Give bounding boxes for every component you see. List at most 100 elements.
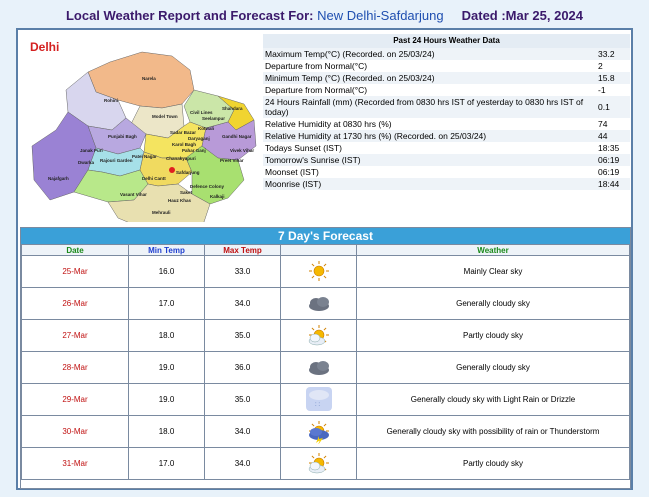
past-24h-row: Minimum Temp (°C) (Recorded. on 25/03/24… [263, 72, 630, 84]
past-24h-row: Moonrise (IST) 18:44 [263, 178, 630, 190]
past-24h-label: Moonset (IST) [265, 167, 319, 177]
forecast-min-temp: 17.0 [128, 287, 205, 320]
col-max-temp: Max Temp [204, 244, 281, 256]
forecast-max-temp: 34.0 [204, 415, 281, 448]
forecast-table: Date Min Temp Max Temp Weather 25-Mar 16.… [21, 244, 630, 480]
past-24h-label: Todays Sunset (IST) [265, 143, 343, 153]
map-label-karol-bagh: Karol Bagh [172, 142, 196, 147]
map-label-dwarka: Dwarka [78, 160, 95, 165]
forecast-min-temp: 16.0 [128, 255, 205, 288]
delhi-map-svg: Narela Rohini Punjabi Bagh Model Town Ci… [31, 51, 257, 231]
sun-clear-icon [305, 258, 333, 284]
past-24h-row: Relative Humidity at 0830 hrs (%) 74 [263, 118, 630, 130]
map-label-najafgarh: Najafgarh [48, 176, 69, 181]
past-24h-value: 33.2 [594, 48, 630, 60]
map-title: Delhi [30, 40, 60, 54]
thunderstorm-icon [305, 418, 333, 445]
forecast-icon-cell [280, 255, 357, 288]
col-icon [280, 244, 357, 256]
map-label-kotwali: Kotwali [198, 126, 214, 131]
map-label-hauz-khas: Hauz Khas [168, 198, 192, 203]
past-24h-row: Departure from Normal(°C) 2 [263, 60, 630, 72]
forecast-min-temp: 18.0 [128, 415, 205, 448]
past-24h-row: Tomorrow's Sunrise (IST) 06:19 [263, 154, 630, 166]
forecast-min-temp: 17.0 [128, 447, 205, 480]
forecast-max-temp: 35.0 [204, 383, 281, 416]
forecast-max-temp: 35.0 [204, 319, 281, 352]
forecast-date: 26-Mar [21, 287, 129, 320]
map-label-vivek-vihar: Vivek Vihar [230, 148, 254, 153]
map-label-kalkaji: Kalkaji [210, 194, 225, 199]
past-24h-table: Maximum Temp(°C) (Recorded. on 25/03/24)… [263, 48, 630, 190]
forecast-icon-cell [280, 319, 357, 352]
past-24h-label: Departure from Normal(°C) [265, 85, 368, 95]
past-24h-panel: Past 24 Hours Weather Data Maximum Temp(… [263, 34, 630, 224]
map-label-model-town: Model Town [152, 114, 178, 119]
col-date: Date [21, 244, 129, 256]
forecast-max-temp: 34.0 [204, 447, 281, 480]
map-label-rohini: Rohini [104, 98, 118, 103]
past-24h-value: 44 [594, 130, 630, 142]
map-label-safdarjung: Safdarjung [176, 170, 200, 175]
map-label-chanakyapuri: Chanakyapuri [166, 156, 196, 161]
past-24h-value: -1 [598, 85, 606, 95]
map-label-mehrauli: Mehrauli [152, 210, 171, 215]
map-label-pahar-ganj: Pahar Ganj [182, 148, 206, 153]
map-label-patel-nagar: Patel Nagar [132, 154, 157, 159]
delhi-map: Delhi [22, 34, 260, 231]
past-24h-label: Maximum Temp(°C) (Recorded. on 25/03/24) [263, 48, 594, 60]
map-label-gandhi-nagar: Gandhi Nagar [222, 134, 252, 139]
col-weather: Weather [356, 244, 630, 256]
past-24h-label: Moonrise (IST) [263, 178, 594, 190]
forecast-min-temp: 19.0 [128, 383, 205, 416]
map-label-saket: Saket [180, 190, 193, 195]
forecast-row: 28-Mar 19.0 36.0 Generally cloudy sky [21, 351, 630, 384]
map-label-narela: Narela [142, 76, 156, 81]
forecast-row: 30-Mar 18.0 34.0 Generally cloudy sky with … [21, 415, 630, 448]
forecast-row: 29-Mar 19.0 35.0: : Generally cloudy sky wi… [21, 383, 630, 416]
forecast-weather: Generally cloudy sky with Light Rain or … [356, 383, 630, 416]
past-24h-row: 24 Hours Rainfall (mm) (Recorded from 08… [263, 96, 630, 118]
map-label-punjabi-bagh: Punjabi Bagh [108, 134, 137, 139]
map-label-vasant-vihar: Vasant Vihar [120, 192, 147, 197]
col-min-temp: Min Temp [128, 244, 205, 256]
past-24h-label: Relative Humidity at 0830 hrs (%) [265, 119, 392, 129]
title-date: Dated :Mar 25, 2024 [461, 8, 584, 23]
map-label-civil-lines: Civil Lines [190, 110, 213, 115]
forecast-min-temp: 19.0 [128, 351, 205, 384]
past-24h-row: Maximum Temp(°C) (Recorded. on 25/03/24)… [263, 48, 630, 60]
page-title: Local Weather Report and Forecast For: N… [0, 8, 649, 28]
forecast-weather: Generally cloudy sky [356, 287, 630, 320]
forecast-max-temp: 36.0 [204, 351, 281, 384]
forecast-heading: 7 Day's Forecast [21, 228, 630, 244]
map-region-south-east [185, 145, 245, 205]
cloudy-icon [304, 353, 333, 380]
forecast-weather: Partly cloudy sky [356, 447, 630, 480]
forecast-icon-cell: : : [280, 383, 357, 416]
forecast-weather: Generally cloudy sky with possibility of… [356, 415, 630, 448]
map-label-daryaganj: Daryaganj [188, 136, 210, 141]
map-label-delhi-cantt: Delhi Cantt [142, 176, 166, 181]
forecast-date: 27-Mar [21, 319, 129, 352]
map-label-shahdara: Shahdara [222, 106, 243, 111]
past-24h-value: 06:19 [594, 154, 630, 166]
past-24h-label: Departure from Normal(°C) [265, 61, 368, 71]
map-label-janak-puri: Janak Puri [80, 148, 103, 153]
safdarjung-marker [169, 167, 175, 173]
forecast-icon-cell [280, 415, 357, 448]
forecast-icon-cell [280, 447, 357, 480]
past-24h-value: 18:44 [594, 178, 630, 190]
partly-cloudy-icon [305, 450, 333, 476]
forecast-weather: Mainly Clear sky [356, 255, 630, 288]
past-24h-row: Relative Humidity at 1730 hrs (%) (Recor… [263, 130, 630, 142]
map-label-sadar-bazar: Sadar Bazar [170, 130, 196, 135]
past-24h-value: 06:19 [598, 167, 620, 177]
forecast-min-temp: 18.0 [128, 319, 205, 352]
forecast-weather: Generally cloudy sky [356, 351, 630, 384]
cloudy-icon [304, 289, 333, 316]
past-24h-heading: Past 24 Hours Weather Data [263, 34, 630, 48]
forecast-date: 25-Mar [21, 255, 129, 288]
forecast-row: 26-Mar 17.0 34.0 Generally cloudy sky [21, 287, 630, 320]
past-24h-row: Todays Sunset (IST) 18:35 [263, 142, 630, 154]
past-24h-value: 74 [598, 119, 608, 129]
